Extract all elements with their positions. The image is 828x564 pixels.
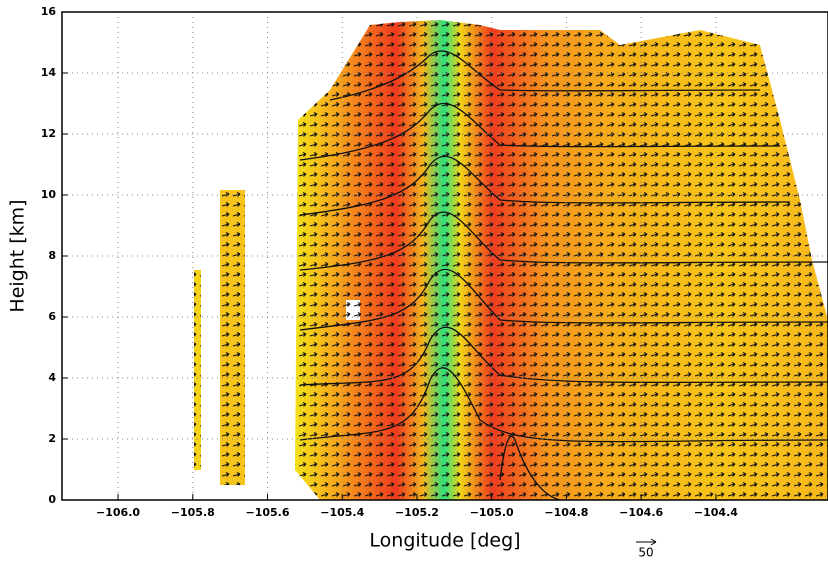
y-tick-label: 16 xyxy=(41,5,57,18)
x-tick-label: −105.8 xyxy=(171,506,215,519)
y-tick-label: 6 xyxy=(48,310,56,323)
contours xyxy=(299,50,828,500)
y-tick-label: 12 xyxy=(41,127,56,140)
vectors xyxy=(220,190,245,485)
x-tick-label: −104.4 xyxy=(694,506,738,519)
plot-frame xyxy=(61,11,828,501)
reference-vector xyxy=(636,538,657,546)
x-tick-label: −105.6 xyxy=(246,506,290,519)
x-tick-label: −104.6 xyxy=(619,506,663,519)
y-tick-label: 8 xyxy=(48,249,56,262)
vectors xyxy=(194,270,201,470)
vectors xyxy=(295,20,828,500)
y-tick-label: 14 xyxy=(41,66,57,79)
x-tick-label: −106.0 xyxy=(96,506,140,519)
y-axis-label: Height [km] xyxy=(7,199,29,312)
x-tick-label: −105.2 xyxy=(395,506,439,519)
y-tick-label: 0 xyxy=(48,493,56,506)
x-tick-label: −105.4 xyxy=(320,506,364,519)
x-tick-label: −104.8 xyxy=(544,506,588,519)
axes: 0 2 4 6 8 10 12 14 16 −106.0 −105.8 −105.6 −105.4 −10… xyxy=(41,5,828,519)
y-tick-label: 10 xyxy=(41,188,57,201)
x-axis-label: Longitude [deg] xyxy=(369,530,520,552)
reference-vector-label: 50 xyxy=(638,546,653,560)
y-tick-label: 2 xyxy=(48,432,56,445)
x-tick-label: −105.0 xyxy=(470,506,514,519)
field xyxy=(194,20,828,500)
y-tick-label: 4 xyxy=(48,371,56,384)
